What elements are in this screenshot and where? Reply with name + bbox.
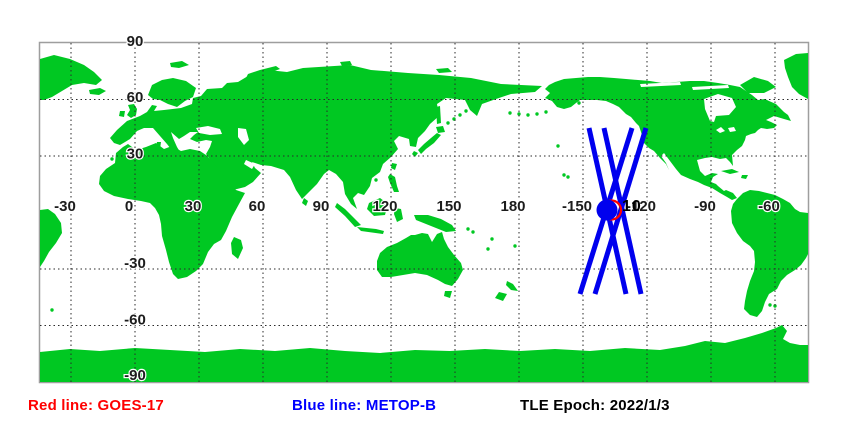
- islet: [50, 308, 54, 312]
- land-java: [357, 227, 384, 234]
- metop-position-dot: [596, 199, 618, 221]
- islet: [773, 304, 777, 308]
- land-new-siberian-is: [436, 68, 452, 73]
- islet: [544, 110, 548, 114]
- track-layer: 10: [577, 127, 649, 295]
- lon-label--60: -60: [758, 198, 780, 215]
- lon-label-60: 60: [249, 198, 266, 215]
- islet: [446, 121, 450, 125]
- islet: [556, 144, 560, 148]
- land-africa: [99, 143, 245, 279]
- land-greenland-west: [784, 53, 808, 99]
- islet: [566, 175, 570, 179]
- land-tasmania: [444, 291, 452, 298]
- position-time-label: 10: [622, 198, 642, 215]
- lon-label--30: -30: [54, 198, 76, 215]
- lat-label-60: 60: [127, 89, 144, 106]
- lat-label-30: 30: [127, 146, 144, 163]
- water-hudson-bay: [704, 94, 736, 122]
- land-borneo: [367, 198, 388, 216]
- land-australia: [377, 232, 463, 286]
- legend-red-line: Red line: GOES-17: [28, 397, 164, 414]
- islet: [464, 109, 468, 113]
- lat-label--60: -60: [124, 312, 146, 329]
- legend-tle-epoch: TLE Epoch: 2022/1/3: [520, 397, 670, 414]
- land-eurasia: [110, 65, 542, 209]
- land-baffin-island: [740, 77, 776, 93]
- lon-label-30: 30: [185, 198, 202, 215]
- lon-label-0: 0: [125, 198, 133, 215]
- islet: [513, 244, 517, 248]
- islet: [466, 227, 470, 231]
- lat-label-90: 90: [127, 33, 144, 50]
- islet: [517, 112, 521, 116]
- islet: [471, 230, 475, 234]
- land-ireland: [119, 111, 125, 117]
- water-caspian-sea: [238, 128, 249, 145]
- land-sumatra: [335, 203, 361, 227]
- islet: [535, 112, 539, 116]
- grid-layer: -30 0 30 60 90 120 150 180 -150 -120 -90 -60 90 60 30 -…: [40, 32, 808, 385]
- water-great-lake-1: [716, 127, 725, 133]
- lat-label--30: -30: [124, 255, 146, 272]
- land-layer: [40, 53, 808, 382]
- islet: [490, 237, 494, 241]
- land-greenland-east: [40, 55, 102, 100]
- lat-label--90: -90: [124, 367, 146, 384]
- land-antarctica: [40, 325, 808, 382]
- islet: [374, 178, 378, 182]
- land-novaya-zemlya: [246, 66, 280, 79]
- land-madagascar: [231, 237, 243, 259]
- islet: [110, 157, 114, 161]
- land-taiwan: [391, 163, 397, 170]
- land-new-guinea: [414, 215, 456, 232]
- land-hokkaido: [436, 126, 445, 133]
- land-south-america: [731, 190, 808, 317]
- lon-label-180: 180: [500, 198, 525, 215]
- water-arctic-channel-2: [692, 85, 729, 90]
- land-brazil-east-tip: [40, 209, 62, 267]
- land-severnaya-zemlya: [340, 61, 352, 66]
- islet: [508, 111, 512, 115]
- islet: [486, 247, 490, 251]
- lon-label--150: -150: [562, 198, 592, 215]
- land-cuba: [721, 169, 739, 174]
- islet: [458, 113, 462, 117]
- land-nz-north-island: [506, 281, 518, 291]
- islet: [526, 113, 530, 117]
- land-sulawesi: [394, 208, 403, 222]
- islet: [562, 173, 566, 177]
- lon-label--120: -120: [626, 198, 656, 215]
- legend-blue-line: Blue line: METOP-B: [292, 397, 437, 414]
- water-black-sea: [196, 126, 222, 135]
- water-persian-gulf: [244, 160, 255, 169]
- land-sri-lanka: [302, 198, 308, 206]
- land-sakhalin: [436, 106, 441, 124]
- lon-label-90: 90: [313, 198, 330, 215]
- lon-label--90: -90: [694, 198, 716, 215]
- land-sicily: [171, 154, 177, 158]
- land-nz-south-island: [495, 292, 507, 301]
- islet: [768, 303, 772, 307]
- land-japan-honshu: [418, 133, 441, 154]
- lon-label-150: 150: [436, 198, 461, 215]
- land-hispaniola: [741, 175, 748, 179]
- land-sardinia: [156, 142, 161, 149]
- land-svalbard: [170, 61, 189, 68]
- water-great-lake-2: [728, 127, 736, 132]
- water-arctic-channel-1: [640, 82, 681, 87]
- islet: [577, 101, 581, 105]
- lon-label-120: 120: [372, 198, 397, 215]
- land-iceland: [89, 88, 106, 95]
